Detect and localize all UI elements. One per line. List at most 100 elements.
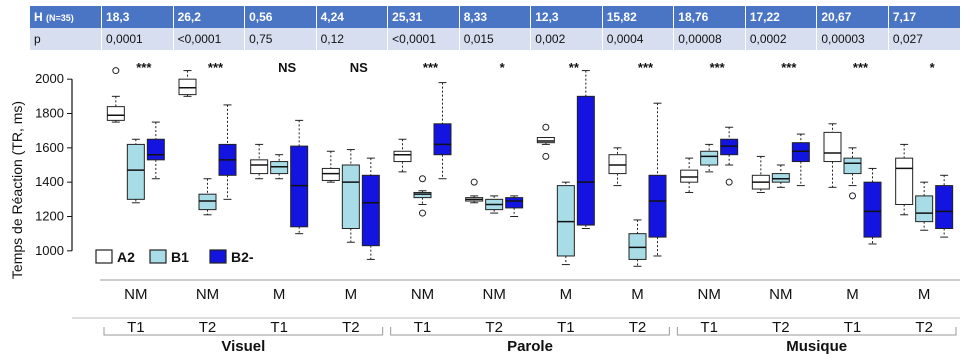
time-label: T1 [127, 319, 145, 336]
box-b2minus [791, 133, 810, 187]
box-body [791, 142, 810, 163]
box-b2minus [648, 102, 667, 257]
box-b1 [341, 149, 360, 243]
outlier-point [849, 192, 856, 200]
legend: A2 B1 B2- [95, 249, 254, 265]
box-b1 [485, 195, 504, 214]
time-label: T2 [772, 319, 790, 336]
p-value-cell: 0,00008 [673, 28, 746, 50]
condition-label: NM [196, 286, 219, 303]
box-b2minus [863, 167, 882, 245]
box-body [556, 185, 575, 257]
box-b1 [915, 181, 934, 231]
p-value-cell: 0,75 [244, 28, 317, 50]
significance-label: * [500, 60, 506, 75]
y-tick-label: 1800 [35, 106, 64, 121]
outlier-point [542, 123, 550, 131]
condition-label: M [918, 286, 931, 303]
box-body [270, 161, 289, 175]
box-body [146, 138, 165, 161]
box-a2 [178, 70, 197, 97]
box-b1 [198, 178, 217, 216]
outlier-point [112, 67, 120, 75]
condition-labels: NM T1 NM T2 M T1 M T2 NM T1 NM T2 M T1 M T2 NM T1 NM T2 M T1 M… [124, 286, 933, 336]
group-label: Musique [786, 338, 847, 355]
box-b2minus [935, 174, 954, 238]
legend-label: A2 [117, 249, 135, 265]
box-body [720, 138, 739, 156]
p-value-cell: 0,0002 [744, 28, 817, 50]
box-body [290, 145, 309, 228]
condition-label: NM [483, 286, 506, 303]
time-label: T2 [485, 319, 503, 336]
plot-frame [72, 279, 960, 319]
time-label: T2 [915, 319, 933, 336]
condition-label: M [846, 286, 859, 303]
p-value-cell: 0,002 [530, 28, 603, 50]
time-label: T1 [700, 319, 718, 336]
condition-label: NM [411, 286, 434, 303]
significance-label: *** [136, 60, 152, 75]
h-value-cell: 8,33 [458, 6, 531, 28]
legend-label: B1 [171, 249, 189, 265]
significance-label: *** [208, 60, 224, 75]
box-b1 [843, 147, 862, 200]
box-b1 [270, 154, 289, 180]
condition-label: NM [698, 286, 721, 303]
box-b2minus [505, 195, 524, 217]
h-value-cell: 26,2 [172, 6, 245, 28]
group-labels: Visuel Parole Musique [103, 327, 957, 355]
box-b2minus [361, 157, 380, 260]
h-value-cell: 4,24 [315, 6, 388, 28]
y-tick-label: 1200 [35, 209, 64, 224]
box-b2minus [720, 126, 739, 186]
box-body [915, 195, 934, 223]
box-b1 [126, 138, 145, 204]
box-body [700, 150, 719, 166]
box-body [413, 191, 432, 199]
y-tick-label: 2000 [35, 71, 64, 86]
box-body [576, 95, 595, 226]
box-b1 [413, 175, 432, 217]
box-body [895, 157, 914, 205]
significance-label: NS [350, 60, 368, 75]
time-label: T2 [342, 319, 360, 336]
box-body [198, 193, 217, 211]
significance-label: NS [278, 60, 296, 75]
group-label: Visuel [221, 338, 265, 355]
box-b2minus [576, 70, 595, 230]
group-bracket [390, 327, 670, 336]
box-b2minus [218, 104, 237, 200]
condition-label: NM [769, 286, 792, 303]
h-value-cell: 18,76 [673, 6, 746, 28]
box-a2 [250, 143, 269, 180]
p-value-cell: 0,015 [458, 28, 531, 50]
group-label: Parole [507, 338, 553, 355]
box-body [843, 157, 862, 175]
box-body [250, 159, 269, 175]
box-body [680, 169, 699, 183]
box-b2minus [433, 82, 452, 180]
y-axis-title: Temps de Réaction (TR, ms) [9, 101, 25, 279]
p-value-cell: 0,0004 [601, 28, 674, 50]
legend-swatch [209, 249, 227, 264]
box-a2 [895, 143, 914, 216]
box-a2 [608, 147, 627, 187]
p-value-cell: <0,0001 [387, 28, 460, 50]
box-b1 [771, 164, 790, 188]
box-body [536, 137, 555, 144]
stats-table: H (N=35) 18,3 26,2 0,56 4,24 25,31 8,33 12,3 15… [30, 6, 960, 50]
y-tick-label: 1000 [35, 243, 64, 258]
p-value-cell: <0,0001 [172, 28, 245, 50]
box-body [321, 167, 340, 181]
box-body [393, 150, 412, 163]
boxes-layer [106, 67, 954, 267]
condition-label: NM [124, 286, 147, 303]
h-value-cell: 20,67 [816, 6, 889, 28]
box-b1 [628, 219, 647, 267]
significance-label: *** [710, 60, 726, 75]
h-label-cell: H (N=35) [30, 6, 102, 28]
p-label-cell: p [30, 28, 102, 50]
box-body [106, 106, 125, 121]
